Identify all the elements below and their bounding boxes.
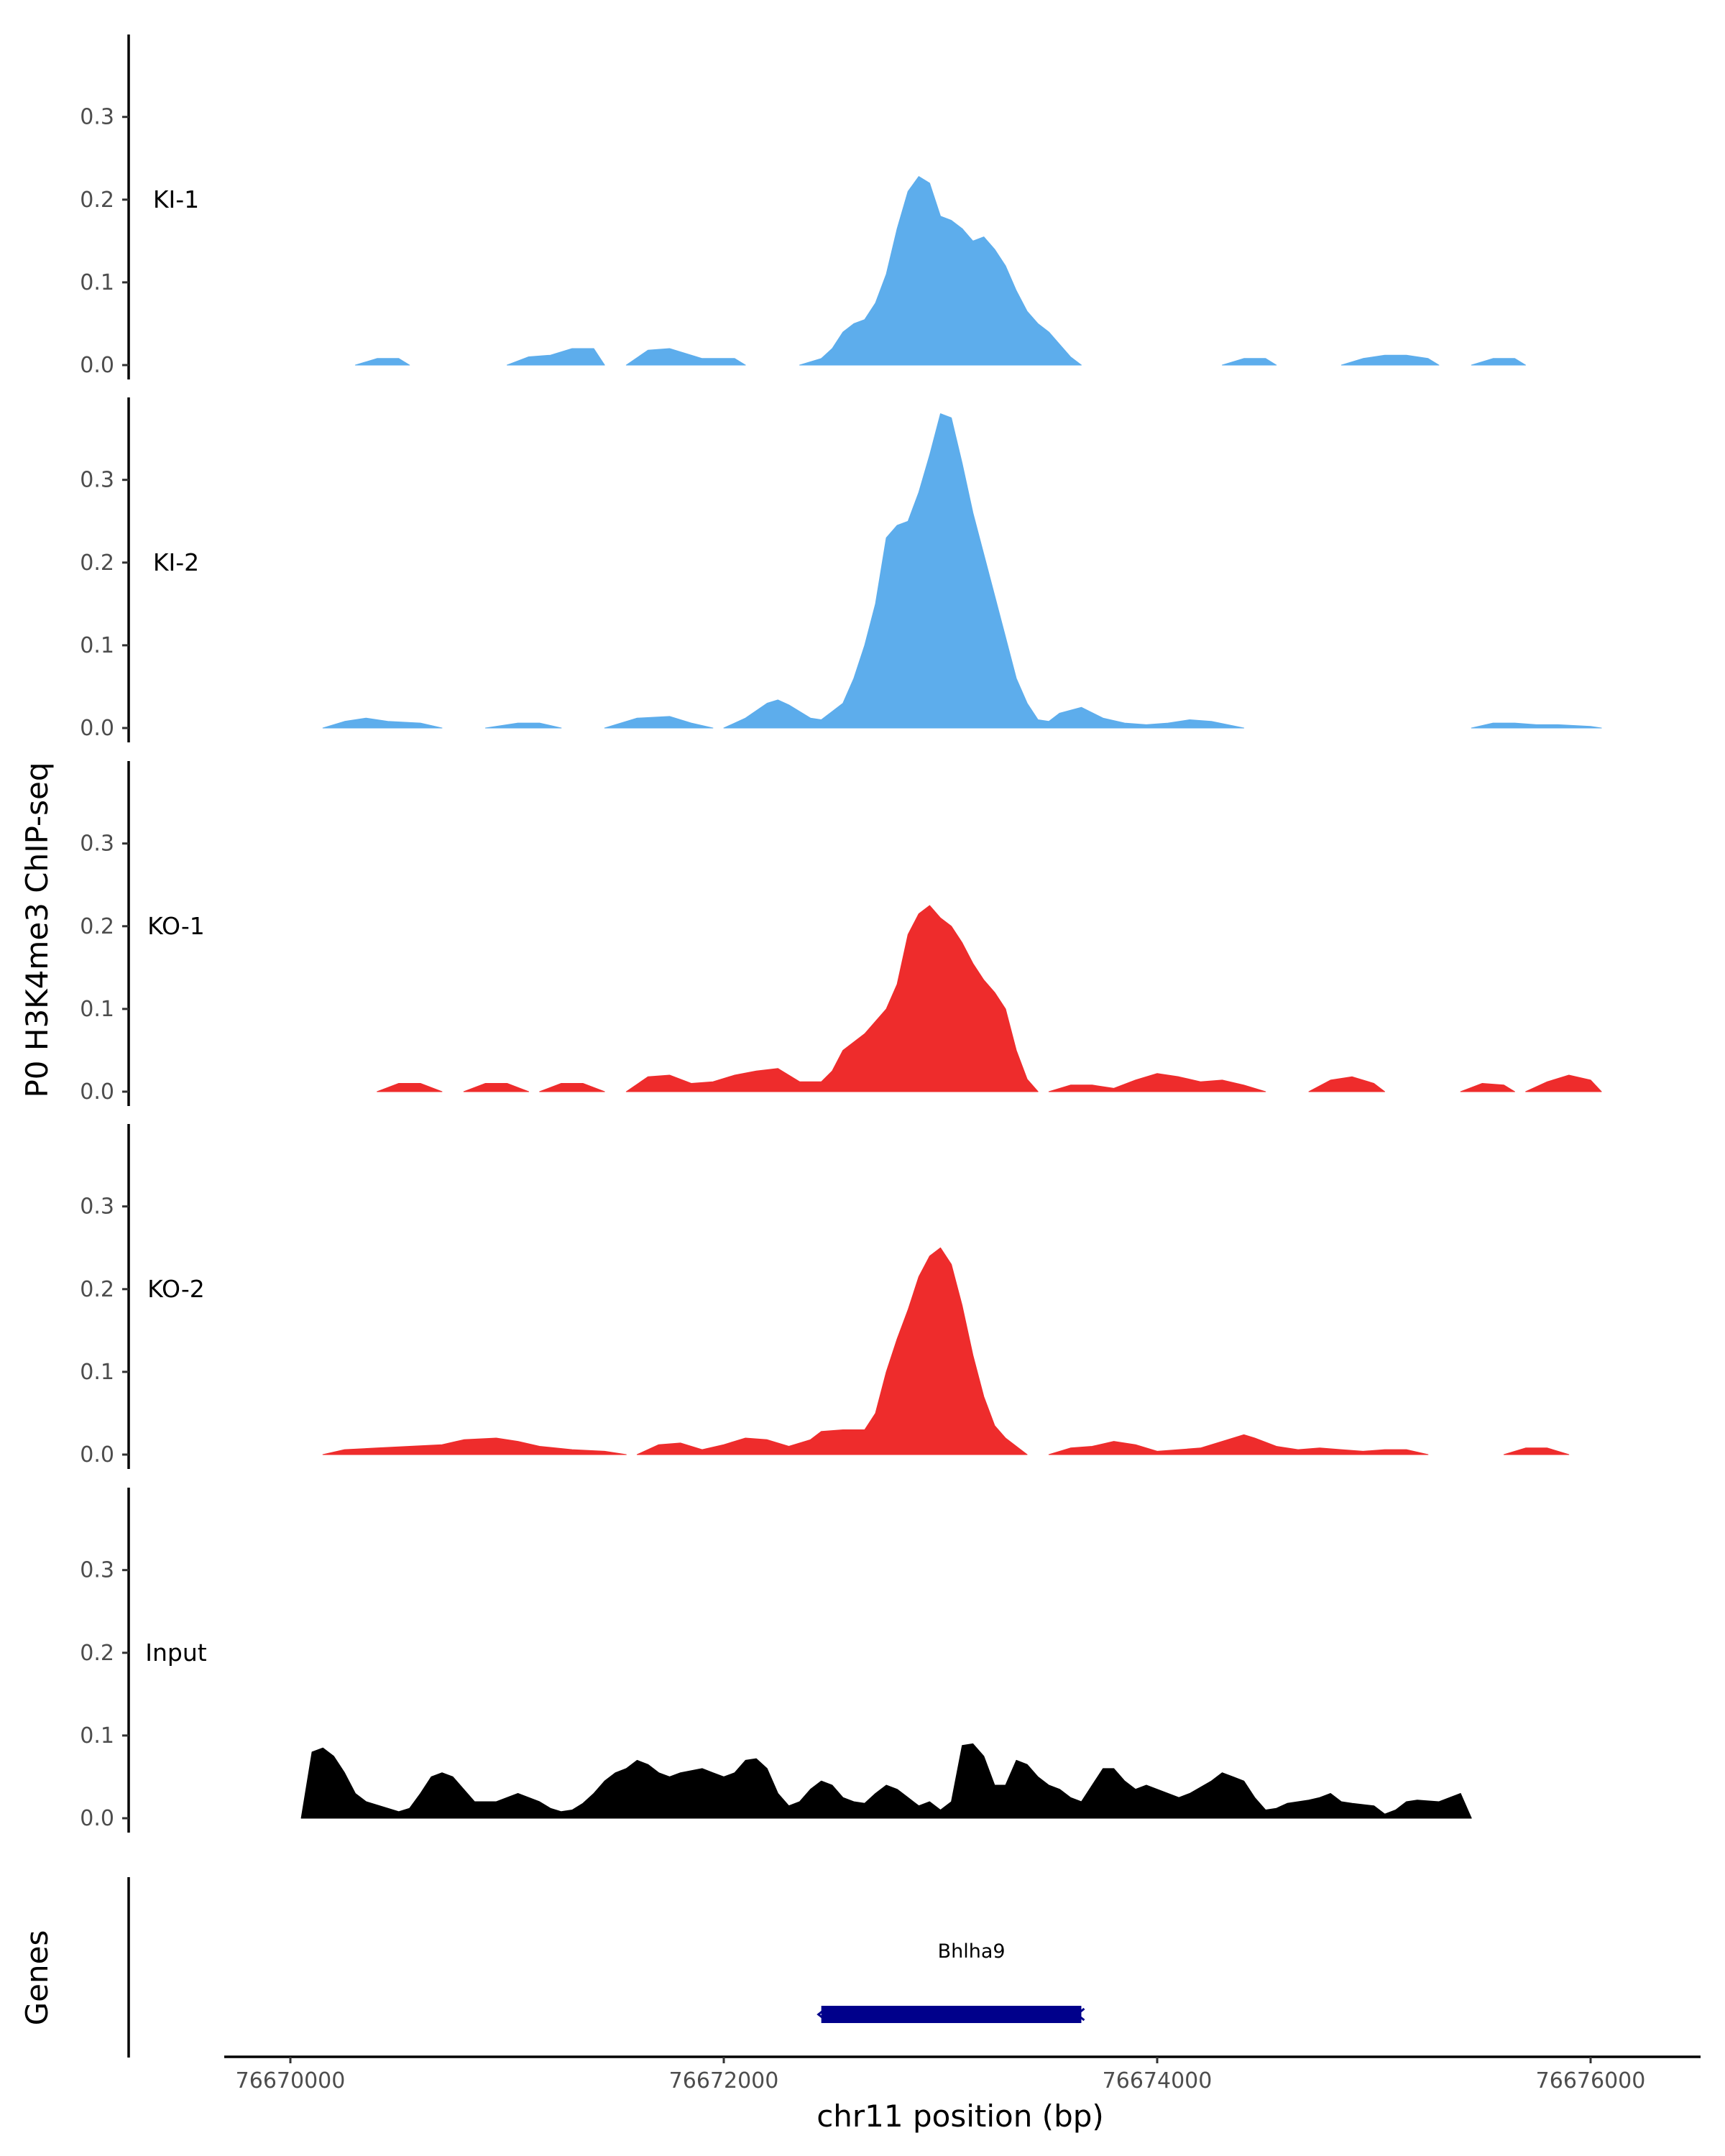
signal-area <box>300 1743 1472 1819</box>
x-tick-label: 76674000 <box>1103 2068 1213 2093</box>
signal-area <box>1471 722 1602 729</box>
signal-area <box>1460 1083 1515 1092</box>
signal-area <box>539 1083 605 1092</box>
signal-area <box>723 413 1245 729</box>
y-tick-label: 0.3 <box>80 831 114 857</box>
gene-body <box>821 2006 1082 2023</box>
y-tick-label: 0.2 <box>80 550 114 576</box>
y-tick-label: 0.0 <box>80 1806 114 1831</box>
x-tick-label: 76672000 <box>669 2068 779 2093</box>
y-tick-label: 0.2 <box>80 188 114 213</box>
y-axis-title: P0 H3K4me3 ChIP-seq <box>19 762 55 1097</box>
signal-area <box>507 348 605 366</box>
y-tick-label: 0.2 <box>80 1277 114 1302</box>
strand-arrow-icon <box>816 2007 827 2022</box>
track-ki-2: 0.0 0.1 0.2 0.3 KI-2 <box>80 397 1602 742</box>
strand-arrow-icon <box>1075 2007 1085 2022</box>
x-axis-title: chr11 position (bp) <box>816 2099 1104 2134</box>
track-ko-2: 0.0 0.1 0.2 0.3 KO-2 <box>80 1124 1570 1469</box>
signal-area <box>1340 354 1440 366</box>
signal-area <box>1048 1434 1429 1455</box>
x-tick-label: 76676000 <box>1536 2068 1646 2093</box>
signal-area <box>625 348 746 366</box>
track-input: 0.0 0.1 0.2 0.3 Input <box>80 1488 1472 1833</box>
signal-area <box>1525 1074 1602 1092</box>
signal-area <box>322 717 443 729</box>
signal-area <box>636 1247 1028 1455</box>
y-tick-label: 0.3 <box>80 1194 114 1220</box>
signal-area <box>463 1083 530 1092</box>
y-tick-label: 0.1 <box>80 997 114 1022</box>
signal-area <box>322 1437 627 1455</box>
y-tick-label: 0.2 <box>80 1641 114 1666</box>
genes-track: Bhlha9 <box>127 1877 1085 2058</box>
y-tick-label: 0.1 <box>80 270 114 295</box>
track-label: KO-1 <box>147 912 205 940</box>
signal-area <box>354 358 410 366</box>
genes-track-title: Genes <box>19 1930 55 2026</box>
track-ki-1: 0.0 0.1 0.2 0.3 KI-1 <box>80 34 1527 379</box>
signal-area <box>1048 1073 1266 1092</box>
x-axis: 76670000 76672000 76674000 76676000 <box>224 2055 1701 2093</box>
y-tick-label: 0.1 <box>80 1360 114 1385</box>
y-tick-label: 0.1 <box>80 1723 114 1749</box>
y-tick-label: 0.0 <box>80 1442 114 1468</box>
signal-area <box>625 905 1039 1092</box>
chip-seq-tracks: 0.00.10.20.3KI-10.00.10.20.3KI-20.00.10.… <box>80 34 1602 1833</box>
track-ko-1: 0.0 0.1 0.2 0.3 KO-1 <box>80 761 1602 1106</box>
track-label: KI-2 <box>153 548 199 576</box>
y-tick-label: 0.3 <box>80 468 114 493</box>
signal-area <box>377 1083 443 1092</box>
signal-area <box>484 722 562 729</box>
y-tick-label: 0.0 <box>80 716 114 741</box>
gene-label: Bhlha9 <box>938 1940 1006 1963</box>
signal-area <box>1503 1447 1570 1455</box>
x-tick-label: 76670000 <box>236 2068 346 2093</box>
track-label: Input <box>145 1639 207 1667</box>
gene-bhlha9: Bhlha9 <box>816 1940 1085 2023</box>
signal-area <box>1222 358 1277 366</box>
signal-area <box>1471 358 1527 366</box>
track-label: KO-2 <box>147 1275 205 1303</box>
signal-area <box>604 716 714 729</box>
y-tick-label: 0.1 <box>80 633 114 658</box>
y-tick-label: 0.2 <box>80 914 114 939</box>
signal-area <box>1308 1076 1386 1092</box>
y-tick-label: 0.0 <box>80 1079 114 1105</box>
track-label: KI-1 <box>153 185 199 213</box>
y-tick-label: 0.3 <box>80 1558 114 1583</box>
signal-area <box>799 176 1082 366</box>
y-tick-label: 0.3 <box>80 105 114 130</box>
y-tick-label: 0.0 <box>80 353 114 378</box>
